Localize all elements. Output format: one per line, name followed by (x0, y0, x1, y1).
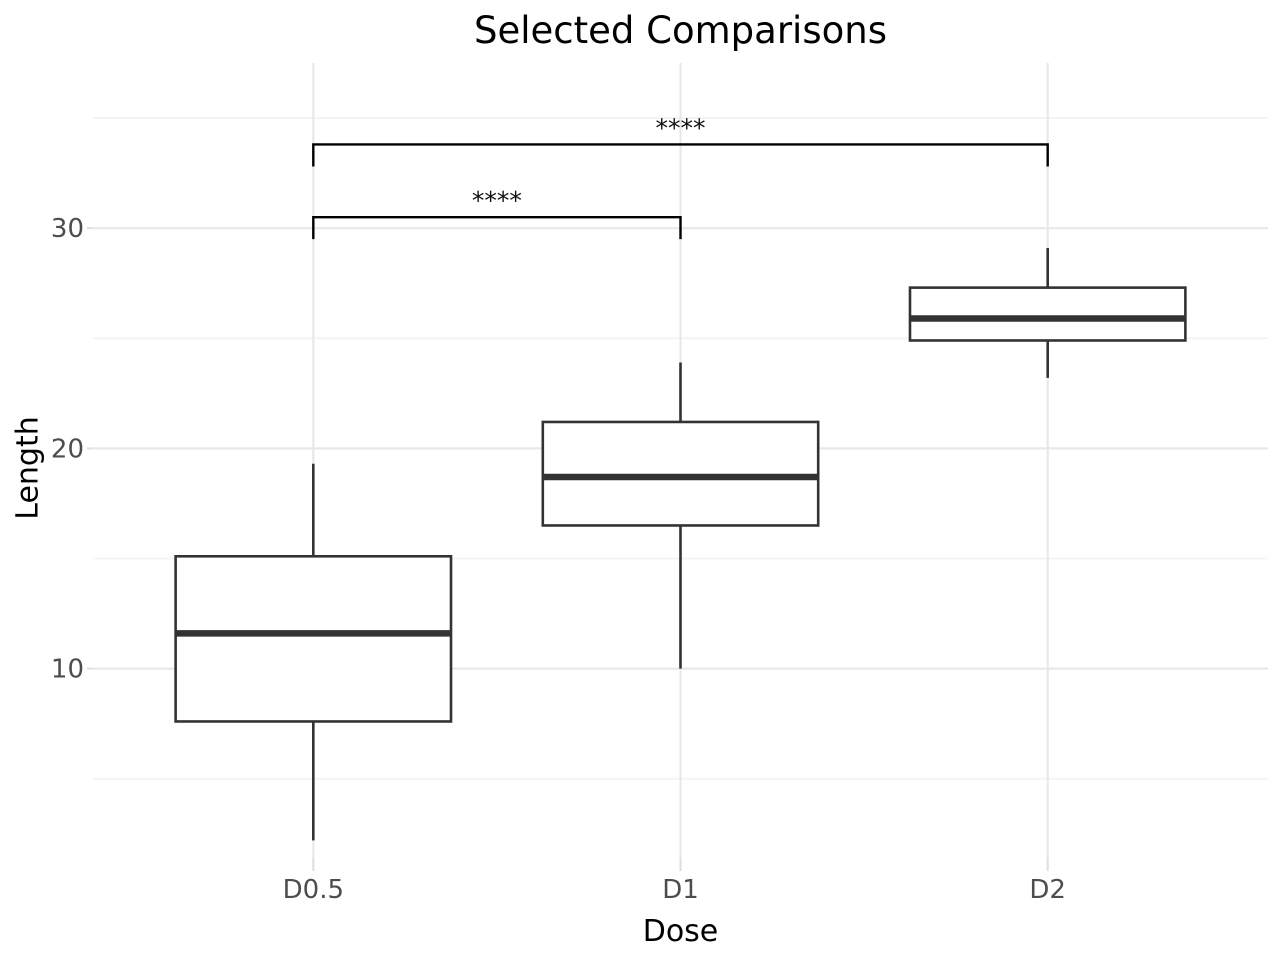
box-D1 (541, 420, 820, 527)
sig-bracket-D0.5-D1 (312, 215, 682, 240)
sig-label-D0.5-D1: **** (472, 186, 522, 215)
chart-title: Selected Comparisons (474, 9, 887, 52)
y-tick-label-10: 10 (51, 655, 84, 685)
y-tick-label-20: 20 (51, 434, 84, 464)
x-tick-label-D1: D1 (662, 875, 699, 905)
sig-bracket-D0.5-D2 (312, 143, 1049, 167)
box-D0.5 (174, 554, 453, 723)
sig-label-D0.5-D2: **** (656, 113, 706, 142)
box-D2 (908, 286, 1187, 342)
x-tick-label-D0.5: D0.5 (283, 875, 344, 905)
x-axis-title: Dose (642, 914, 719, 949)
x-tick-label-D2: D2 (1029, 875, 1066, 905)
y-axis-title: Length (10, 416, 46, 520)
y-tick-label-30: 30 (51, 214, 84, 244)
